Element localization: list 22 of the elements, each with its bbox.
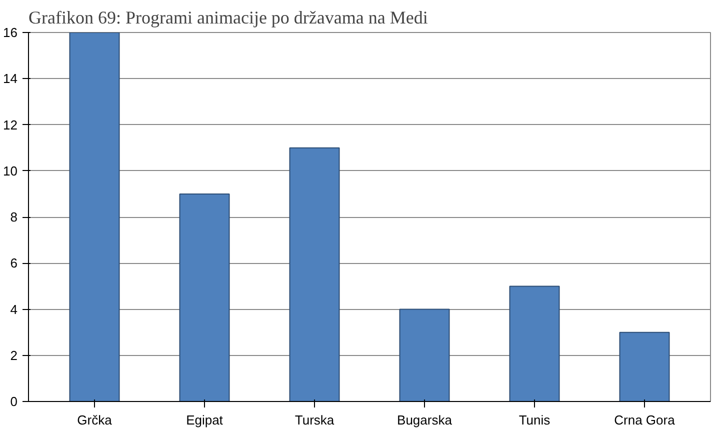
y-tick-label: 6 bbox=[10, 256, 18, 271]
x-tick-label: Egipat bbox=[186, 412, 224, 428]
y-tick-label: 8 bbox=[10, 210, 18, 224]
y-tick-label: 2 bbox=[10, 348, 18, 363]
bar bbox=[69, 32, 120, 402]
x-tick-label: Tunis bbox=[518, 412, 551, 428]
bar bbox=[179, 193, 230, 402]
y-tick-label: 14 bbox=[3, 71, 18, 86]
chart-title: Grafikon 69: Programi animacije po državama na Medi bbox=[28, 8, 428, 28]
y-tick-label: 4 bbox=[10, 302, 18, 317]
y-tick-label: 16 bbox=[3, 25, 18, 40]
bar bbox=[619, 332, 670, 402]
x-tick-label: Grčka bbox=[77, 412, 113, 428]
y-tick-label: 12 bbox=[3, 117, 18, 132]
bar bbox=[399, 308, 450, 402]
y-tick-label: 10 bbox=[3, 163, 18, 178]
x-tick-label: Turska bbox=[294, 412, 335, 428]
x-tick-label: Crna Gora bbox=[614, 412, 676, 428]
bar bbox=[289, 147, 340, 402]
x-tick-label: Bugarska bbox=[397, 412, 453, 428]
bar bbox=[509, 286, 560, 402]
y-tick-label: 0 bbox=[10, 394, 18, 409]
